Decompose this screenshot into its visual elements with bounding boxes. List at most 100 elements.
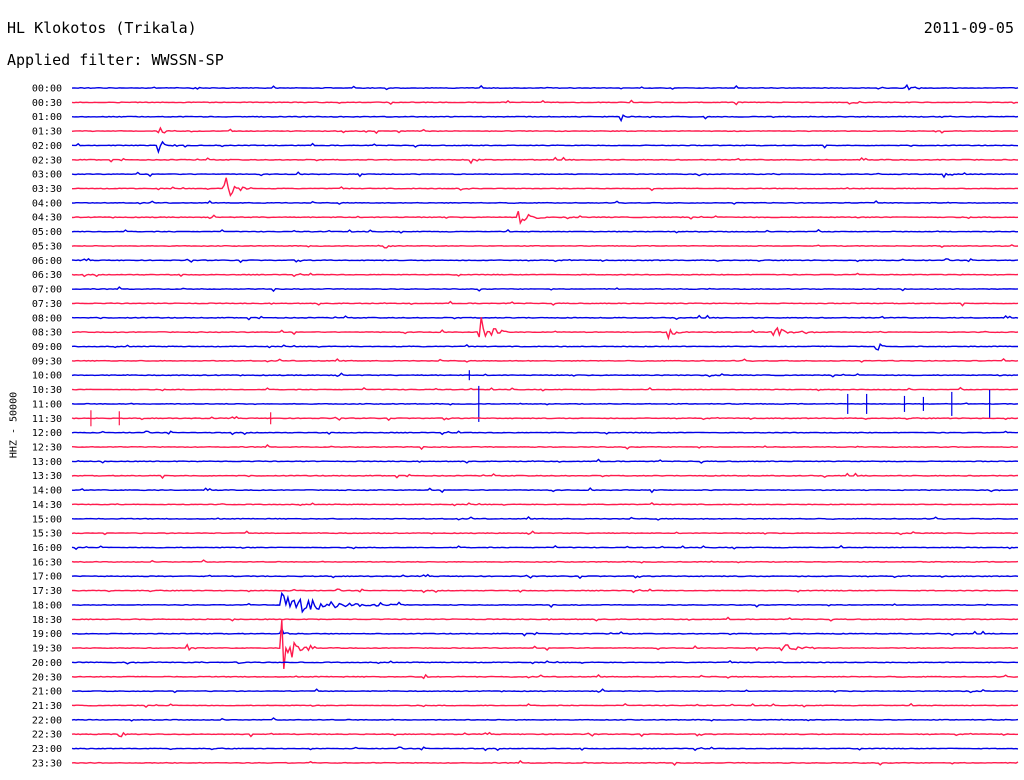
date-label: 2011-09-05 [923,19,1014,37]
filter-label: Applied filter: WWSSN-SP [7,51,224,69]
seismogram-trace [71,257,1019,264]
time-tick-label: 09:30 [32,356,62,367]
seismogram-trace [71,573,1019,580]
seismogram-trace [71,516,1019,521]
seismogram-trace [71,228,1019,234]
time-tick-label: 04:30 [32,213,62,224]
time-tick-label: 07:00 [32,285,62,296]
seismogram-trace [72,317,1019,341]
time-tick-label: 10:00 [32,371,62,382]
seismogram-trace [72,300,1019,307]
time-tick-label: 12:30 [32,443,62,454]
seismogram-trace [71,430,1019,436]
seismogram-trace [71,200,1019,205]
time-tick-label: 02:30 [32,155,62,166]
seismogram-traces [71,83,1019,767]
seismogram-trace [72,286,1019,293]
time-tick-label: 08:00 [32,313,62,324]
seismogram-trace [71,114,1019,123]
seismogram-trace [71,530,1019,536]
seismogram-trace [71,444,1019,451]
time-tick-label: 03:30 [32,184,62,195]
time-tick-label: 09:00 [32,342,62,353]
seismogram-trace [71,717,1019,722]
seismogram-trace [72,156,1019,165]
seismogram-trace [71,244,1019,249]
seismogram-trace [71,402,1019,406]
seismogram-trace [71,559,1019,564]
seismogram-trace [72,177,1019,197]
seismogram-trace [71,487,1019,494]
seismogram-trace [71,314,1019,321]
time-tick-label: 00:30 [32,98,62,109]
time-tick-label: 15:30 [32,529,62,540]
seismogram-trace [71,372,1019,378]
time-tick-label: 00:00 [32,84,62,95]
time-tick-label: 19:00 [32,629,62,640]
time-tick-label: 19:30 [32,644,62,655]
seismogram-trace [72,688,1019,694]
seismogram-trace [71,673,1019,680]
seismogram-trace [71,746,1019,752]
seismogram-trace [71,544,1019,551]
time-tick-label: 11:00 [32,399,62,410]
time-tick-label: 21:00 [32,687,62,698]
time-tick-label: 14:30 [32,500,62,511]
time-tick-label: 03:00 [32,170,62,181]
seismogram-trace [71,99,1019,106]
time-tick-label: 07:30 [32,299,62,310]
seismogram-trace [71,210,1019,226]
time-tick-label: 16:00 [32,543,62,554]
seismogram-trace [71,472,1019,480]
time-tick-label: 01:30 [32,127,62,138]
station-title: HL Klokotos (Trikala) [7,19,197,37]
time-tick-label: 05:30 [32,241,62,252]
seismogram-trace [71,731,1019,738]
time-tick-label: 01:00 [32,112,62,123]
time-tick-label: 12:00 [32,428,62,439]
time-tick-label: 05:00 [32,227,62,238]
seismogram-trace [71,620,1019,669]
time-tick-label: 08:30 [32,328,62,339]
time-tick-labels: 00:00 00:30 01:00 01:30 02:00 02:30 03:00 03:30… [32,84,62,770]
seismogram-trace [71,171,1019,179]
time-tick-label: 15:00 [32,514,62,525]
time-tick-label: 23:00 [32,744,62,755]
time-tick-label: 20:30 [32,672,62,683]
seismogram-trace [71,759,1019,767]
time-tick-label: 18:00 [32,600,62,611]
seismogram-trace [71,140,1019,155]
seismogram-trace [71,502,1019,507]
seismogram-trace [71,357,1019,363]
time-tick-label: 22:00 [32,715,62,726]
time-tick-label: 23:30 [32,758,62,769]
seismogram-trace [71,83,1019,91]
time-tick-label: 06:30 [32,270,62,281]
time-tick-label: 16:30 [32,557,62,568]
time-tick-label: 06:00 [32,256,62,267]
time-tick-label: 13:00 [32,457,62,468]
seismogram-trace [71,126,1019,135]
seismogram-trace [71,591,1019,614]
time-tick-label: 18:30 [32,615,62,626]
seismogram-trace [71,458,1019,464]
time-tick-label: 11:30 [32,414,62,425]
seismogram-trace [71,702,1019,708]
time-tick-label: 17:00 [32,572,62,583]
seismogram-trace [71,415,1019,422]
time-tick-label: 02:00 [32,141,62,152]
time-tick-label: 10:30 [32,385,62,396]
time-tick-label: 13:30 [32,471,62,482]
seismogram-trace [72,588,1019,594]
seismogram-trace [71,660,1018,665]
seismogram-trace [71,343,1018,351]
seismogram-trace [71,626,1019,637]
time-tick-label: 21:30 [32,701,62,712]
time-tick-label: 22:30 [32,730,62,741]
seismogram-trace [71,616,1019,622]
time-tick-label: 04:00 [32,198,62,209]
time-tick-label: 14:00 [32,486,62,497]
time-tick-label: 20:00 [32,658,62,669]
seismogram-trace [71,386,1019,392]
